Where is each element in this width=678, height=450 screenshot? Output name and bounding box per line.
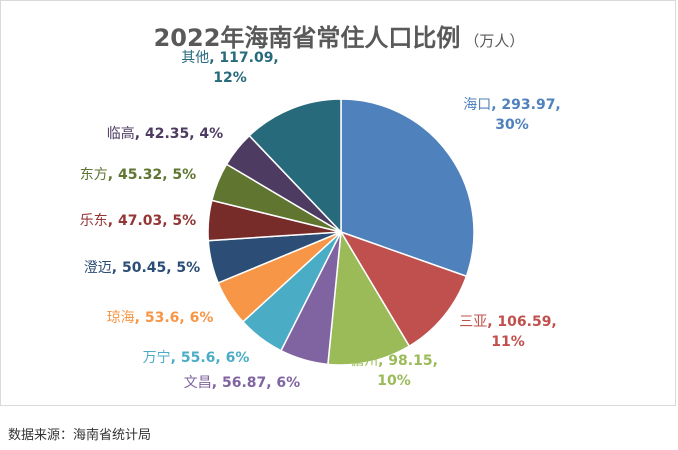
data-label-name: 临高: [106, 126, 135, 142]
data-label-name: 万宁: [142, 350, 171, 366]
data-label-value: , 293.97,: [491, 97, 561, 113]
data-label-percent: 5%: [167, 167, 197, 183]
data-label-percent: 11%: [491, 334, 525, 350]
data-label-name: 其他: [181, 50, 210, 66]
data-label-percent: 5%: [167, 213, 197, 229]
data-label-name: 澄迈: [83, 260, 112, 276]
chart-unit: （万人）: [464, 32, 525, 50]
data-label-6: 澄迈, 50.45, 5%: [62, 258, 222, 278]
data-label-percent: 12%: [213, 70, 247, 86]
data-label-value: , 55.6,: [170, 350, 221, 366]
data-label-9: 临高, 42.35, 4%: [85, 124, 245, 144]
data-label-percent: 4%: [194, 126, 224, 142]
data-label-value: , 117.09,: [209, 50, 279, 66]
data-label-value: , 47.03,: [107, 213, 168, 229]
data-label-2: 儋州, 98.15, 10%: [344, 351, 444, 391]
data-label-3: 文昌, 56.87, 6%: [157, 373, 327, 393]
pie-slice-2: [327, 229, 411, 366]
data-label-percent: 6%: [220, 350, 250, 366]
pie-slice-1: [339, 230, 468, 348]
data-label-value: , 56.87,: [211, 375, 272, 391]
data-label-name: 琼海: [106, 310, 135, 326]
data-label-10: 其他, 117.09, 12%: [170, 48, 290, 88]
data-label-percent: 5%: [171, 260, 201, 276]
data-label-percent: 30%: [495, 117, 529, 133]
data-label-name: 乐东: [79, 213, 108, 229]
data-label-value: , 106.59,: [487, 314, 557, 330]
data-label-name: 三亚: [459, 314, 488, 330]
pie-slice-10: [248, 98, 342, 234]
data-label-5: 琼海, 53.6, 6%: [90, 308, 230, 328]
data-label-name: 文昌: [183, 375, 212, 391]
data-label-value: , 45.32,: [107, 167, 168, 183]
pie-chart: [207, 98, 475, 366]
data-label-value: , 42.35,: [134, 126, 195, 142]
data-label-name: 海口: [463, 97, 492, 113]
data-label-percent: 6%: [271, 375, 301, 391]
data-label-name: 东方: [79, 167, 108, 183]
chart-title-text: 2022年海南省常住人口比例: [153, 24, 461, 52]
data-label-name: 儋州: [350, 353, 379, 369]
data-label-4: 万宁, 55.6, 6%: [126, 348, 266, 368]
pie-slice-0: [340, 98, 475, 278]
data-label-7: 乐东, 47.03, 5%: [58, 211, 218, 231]
data-label-0: 海口, 293.97, 30%: [452, 95, 572, 135]
source-note: 数据来源：海南省统计局: [8, 428, 152, 443]
data-label-value: , 50.45,: [111, 260, 172, 276]
data-label-value: , 98.15,: [378, 353, 438, 369]
data-label-percent: 6%: [184, 310, 214, 326]
data-label-value: , 53.6,: [134, 310, 185, 326]
data-label-8: 东方, 45.32, 5%: [58, 165, 218, 185]
chart-title: 2022年海南省常住人口比例 （万人）: [0, 18, 678, 53]
data-label-1: 三亚, 106.59, 11%: [448, 312, 568, 352]
data-label-percent: 10%: [377, 373, 411, 389]
